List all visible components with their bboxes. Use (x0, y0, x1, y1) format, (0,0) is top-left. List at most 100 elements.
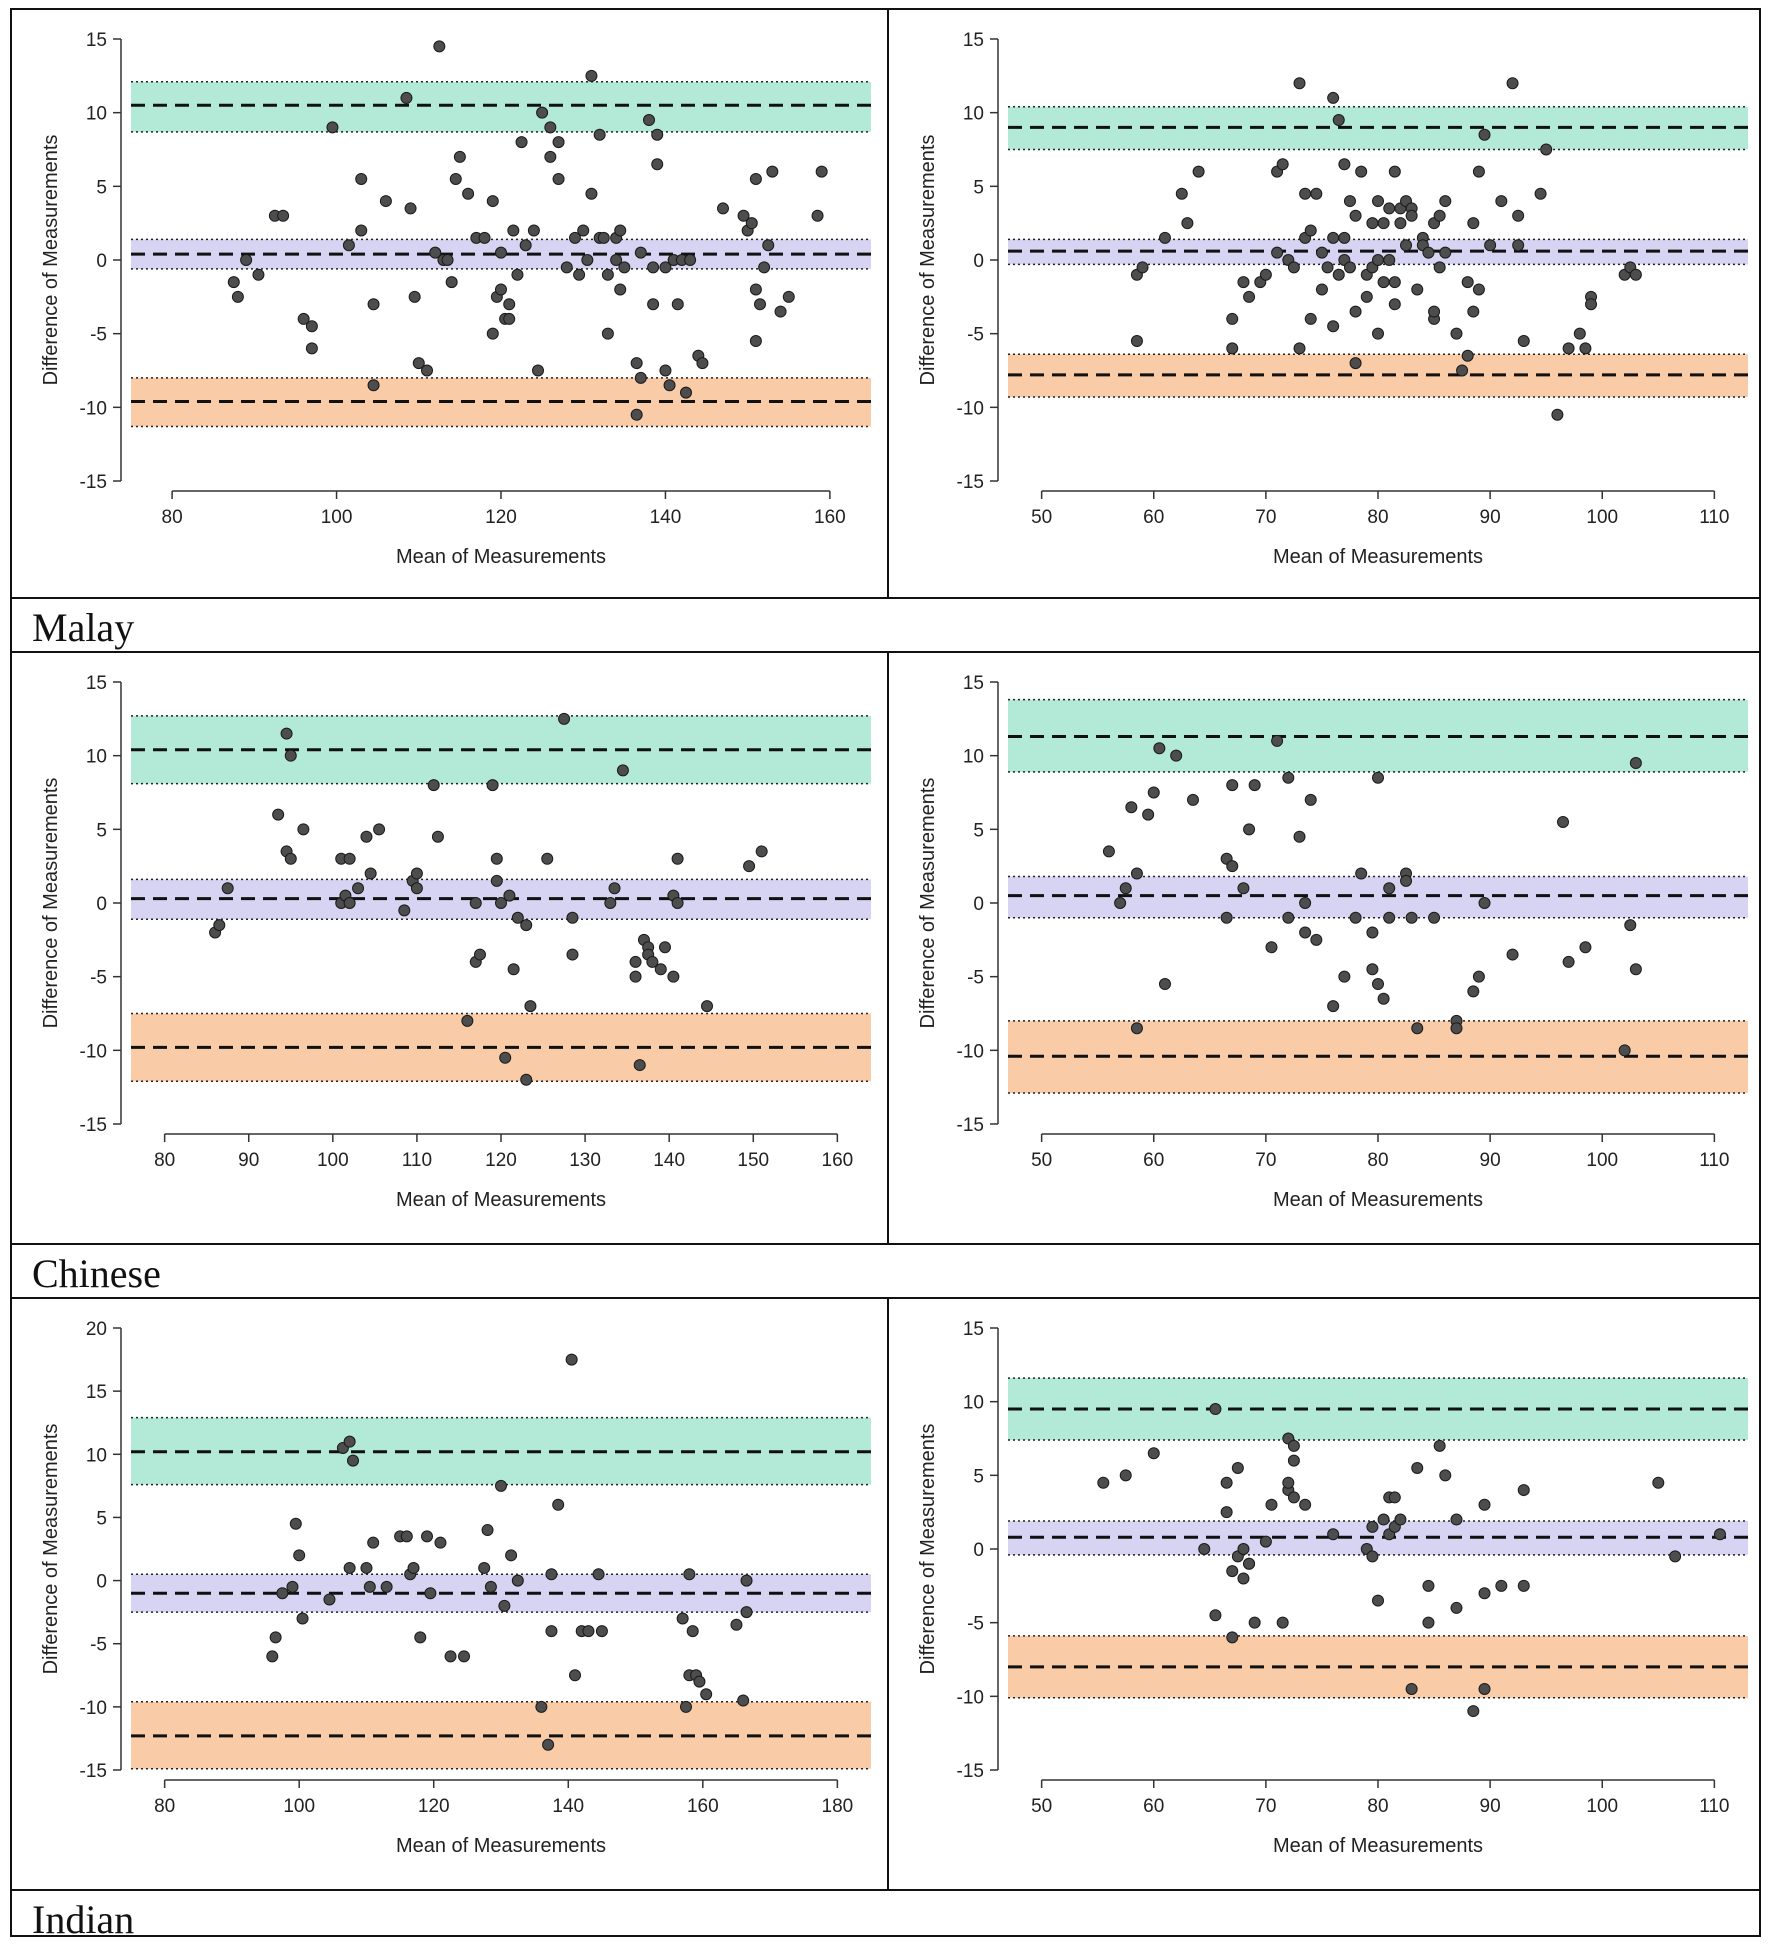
data-point (730, 1618, 743, 1631)
data-point (414, 1631, 427, 1644)
data-point (643, 114, 655, 127)
data-point (1243, 823, 1256, 836)
data-point (1125, 801, 1138, 814)
data-point (680, 386, 692, 399)
figure-frame (10, 8, 1761, 1937)
x-tick-label: 160 (687, 1796, 719, 1817)
data-point (1130, 1022, 1143, 1035)
data-point (1467, 1705, 1480, 1718)
y-tick-label: -5 (90, 1635, 107, 1656)
data-point (1343, 261, 1356, 274)
data-point (1220, 1476, 1233, 1489)
data-point (1310, 933, 1323, 946)
data-point (213, 919, 226, 932)
data-point (410, 867, 423, 880)
data-point (1158, 231, 1171, 244)
x-tick-label: 90 (238, 1150, 259, 1171)
x-axis-label: Mean of Measurements (396, 1835, 606, 1857)
data-point (1142, 808, 1155, 821)
data-point (1321, 261, 1334, 274)
data-point (503, 298, 516, 311)
data-point (1411, 283, 1424, 296)
y-tick-label: 15 (86, 673, 107, 694)
y-tick-label: -10 (80, 1041, 107, 1062)
data-point (284, 852, 297, 865)
data-point (520, 919, 533, 932)
data-point (1551, 408, 1564, 421)
data-point (511, 1574, 524, 1587)
data-point (515, 136, 528, 149)
data-point (1456, 364, 1469, 377)
data-point (629, 970, 642, 983)
data-point (684, 254, 697, 266)
data-point (743, 860, 756, 873)
data-point (654, 963, 667, 976)
data-point (1102, 845, 1115, 858)
data-point (749, 335, 762, 348)
data-point (495, 1479, 507, 1492)
x-tick-label: 100 (283, 1796, 315, 1817)
x-tick-label: 130 (569, 1150, 601, 1171)
data-point (647, 261, 660, 274)
data-point (745, 217, 758, 230)
y-tick-label: 5 (96, 177, 107, 198)
y-tick-label: -10 (957, 398, 984, 419)
data-point (1349, 357, 1362, 370)
data-point (595, 1625, 608, 1638)
data-point (1629, 963, 1642, 976)
chart-indian-left: 80 100 120 140 160 180 -15 -10 -5 0 5 10 15 20 Mean of… (40, 1319, 871, 1857)
data-point (1629, 268, 1642, 281)
data-point (614, 283, 627, 296)
x-tick-label: 80 (162, 507, 183, 528)
x-tick-label: 80 (1367, 507, 1388, 528)
x-tick-label: 50 (1031, 507, 1052, 528)
data-point (305, 342, 318, 355)
data-point (1478, 1498, 1491, 1511)
y-tick-label: 5 (96, 1508, 107, 1529)
data-point (1147, 1447, 1160, 1460)
x-tick-label: 120 (485, 507, 517, 528)
data-point (1226, 1565, 1239, 1578)
data-point (560, 261, 573, 274)
data-point (1540, 143, 1553, 156)
data-point (297, 312, 310, 325)
data-point (276, 1587, 289, 1600)
data-point (227, 276, 240, 289)
data-point (1147, 786, 1160, 799)
data-point (1439, 246, 1452, 259)
data-point (536, 106, 549, 119)
data-point (1573, 327, 1586, 340)
data-point (1450, 1022, 1463, 1035)
data-point (481, 1524, 494, 1537)
y-tick-label: 0 (96, 894, 107, 915)
data-point (633, 1059, 646, 1072)
data-point (343, 1561, 356, 1574)
data-point (527, 224, 540, 237)
y-tick-label: 15 (963, 30, 984, 51)
y-axis-label: Difference of Measurements (917, 778, 939, 1029)
data-point (1495, 1579, 1508, 1592)
x-tick-label: 160 (822, 1150, 854, 1171)
data-point (373, 823, 386, 836)
x-tick-label: 80 (154, 1796, 175, 1817)
x-tick-label: 80 (1367, 1150, 1388, 1171)
chart-malay-right: 50 60 70 80 90 100 110 -15 -10 -5 0 5 10 15 Mean of Me… (917, 30, 1748, 568)
x-axis-label: Mean of Measurements (396, 1189, 606, 1211)
data-point (1377, 1513, 1390, 1526)
y-tick-label: -5 (90, 325, 107, 346)
data-point (1366, 1550, 1379, 1563)
data-point (693, 1675, 706, 1688)
data-point (1478, 128, 1491, 141)
data-point (782, 290, 795, 303)
x-tick-label: 140 (552, 1796, 584, 1817)
data-point (1237, 1572, 1250, 1585)
y-tick-label: 10 (86, 747, 107, 768)
data-point (503, 889, 516, 902)
data-point (1276, 1616, 1289, 1629)
data-point (1517, 335, 1530, 348)
x-tick-label: 110 (1699, 1150, 1729, 1171)
data-point (577, 224, 590, 237)
data-point (503, 312, 516, 325)
data-point (700, 1688, 713, 1701)
